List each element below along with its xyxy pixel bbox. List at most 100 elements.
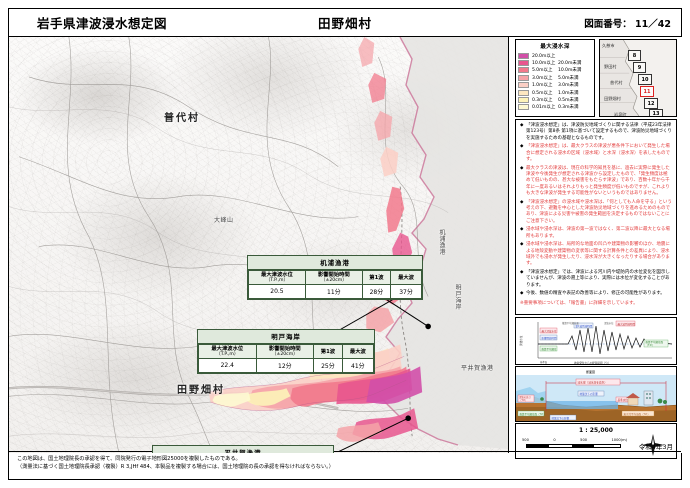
legend-label: 5.0m以上 10.0m未満: [532, 68, 582, 74]
note-text: 「津波浸水想定」は、最大クラスの津波が悪条件下において発生した場合に想定される浸…: [526, 144, 670, 163]
legend-swatch: [518, 74, 529, 81]
index-cell-10[interactable]: 10: [638, 74, 652, 85]
footer-line-1: この地図は、国土地理院長の承認を得て、同院発行の電子地形図25000を複製したも…: [17, 456, 241, 462]
scale-tick: 0: [553, 438, 556, 442]
scale-ratio-label: 1 : 25,000: [579, 427, 613, 434]
legend-swatch: [518, 104, 529, 111]
svg-text:第1波到達時間: 第1波到達時間: [576, 324, 593, 328]
note-item: ◆ 浸水域や浸水深は、津波の第一波ではなく、第二波以降に最大となる場所もあります。: [520, 227, 672, 240]
svg-text:最大波到達時間: 最大波到達時間: [618, 322, 636, 326]
svg-text:地震発生からの経過時間（分）: 地震発生からの経過時間（分）: [574, 361, 610, 365]
scale-tick-labels: 500 0 500 1000(m): [522, 438, 627, 442]
td-max-water-level: 22.4: [198, 358, 257, 374]
footer-line-2: （測量法に基づく国土地理院長承認（複製）R 3,JHf 484、本製品を複製する…: [17, 463, 334, 470]
scale-bar-segment: [571, 445, 594, 447]
callout-leader-lines: [314, 268, 431, 453]
index-cell-9[interactable]: 9: [633, 62, 646, 73]
map-canvas[interactable]: 普代村 田野畑村 大峰山 机浦漁港 明戸海岸 平井賀漁港 机浦漁港 最大津波水: [9, 37, 509, 453]
map-label-omine: 大峰山: [214, 217, 234, 224]
svg-text:推算平均潮位面（T.P.）: 推算平均潮位面（T.P.）: [520, 412, 546, 416]
td-first-wave: 28分: [361, 284, 392, 300]
section-svg: 断面図 浸水域（浸水深を着色） 地盤沈下の影響 基準水位: [516, 367, 676, 421]
legend-label: 20.0m以上: [532, 53, 556, 59]
publication-date: 令和4年3月: [638, 443, 673, 451]
note-item: ◆ 「津波浸水想定」は、津波防災地域づくりに関する法律（平成23年法律第123号）…: [520, 123, 672, 142]
td-max-water-level: 20.5: [248, 284, 306, 300]
td-max-wave: 41分: [341, 358, 375, 374]
note-text: 今後、数値の精査や表記の改善等により、修正の可能性があります。: [526, 291, 665, 297]
svg-text:基準面: 基準面: [540, 360, 548, 364]
table-title: 平井賀漁港: [153, 446, 333, 453]
note-text: 「津波浸水想定」は、津波防災地域づくりに関する法律（平成23年法律第123号）第…: [526, 123, 672, 141]
svg-text:基準水位: 基準水位: [618, 398, 629, 402]
note-item: ◆ 浸水域や浸水深は、局所的な地面の凹凸や建築物の影響のほか、地震による地殻変動や…: [520, 242, 672, 268]
diamond-bullet-icon: ◆: [520, 144, 524, 150]
sheet-header: 岩手県津波浸水想定図 田野畑村 図面番号： 11／42: [9, 9, 681, 37]
legend-swatch: [518, 97, 529, 104]
table-header-row: 最大津波水位 （T.P.,m） 影響開始時間 （±20cm） 第1波 最大波: [198, 343, 375, 360]
th-max-water-level: 最大津波水位 （T.P.,m）: [198, 343, 257, 360]
svg-text:地盤沈下の影響: 地盤沈下の影響: [580, 392, 599, 396]
sheet-title-left: 岩手県津波浸水想定図: [37, 16, 168, 31]
legend-item: 5.0m以上 10.0m未満: [518, 67, 592, 74]
legend-swatch: [518, 82, 529, 89]
index-label-iwaizumi: 岩泉町: [614, 112, 627, 117]
legend-swatch: [518, 89, 529, 96]
cross-section-diagram: 断面図 浸水域（浸水深を着色） 地盤沈下の影響 基準水位: [515, 366, 677, 422]
legend-label: 3.0m以上 5.0m未満: [532, 75, 579, 81]
notes-footer-text: ※重要事項については、「報告書」に詳細を示しています。: [520, 300, 638, 306]
map-label-hiraiga-port: 平井賀漁港: [461, 365, 494, 372]
diamond-bullet-icon: ◆: [520, 227, 524, 233]
th-impact-start-time: 影響開始時間 （±20cm）: [304, 269, 363, 286]
svg-text:津波水位: 津波水位: [604, 321, 614, 325]
sheet-title-municipality: 田野畑村: [317, 16, 372, 31]
diamond-bullet-icon: ◆: [520, 270, 524, 275]
note-text: 浸水域や浸水深は、津波の第一波ではなく、第二波以降に最大となる場所もあります。: [526, 227, 670, 239]
table-header-row: 最大津波水位 （T.P.,m） 影響開始時間 （±20cm） 第1波 最大波: [248, 269, 422, 286]
svg-text:推算平均潮位: 推算平均潮位: [542, 347, 558, 351]
th-first-wave: 第1波: [361, 269, 392, 286]
th-impact-start-time: 影響開始時間 （±20cm）: [255, 343, 315, 360]
legend-item: 0.01m以上 0.3m未満: [518, 104, 592, 111]
td-impact-start-time: 11分: [304, 284, 363, 300]
data-table-tsukueura: 机浦漁港 最大津波水位 （T.P.,m） 影響開始時間 （±20cm） 第1波 最大…: [247, 255, 423, 301]
legend-and-notes-panel: 最大浸水深 20.0m以上 10.0m以上 20.0m未満 5.0m以上 10.0m…: [509, 37, 683, 459]
legend-label: 1.0m以上 3.0m未満: [532, 83, 579, 89]
diamond-bullet-icon: ◆: [520, 123, 524, 128]
svg-text:最大津波水位: 最大津波水位: [542, 329, 558, 333]
table-grid: 最大津波水位 （T.P.,m） 影響開始時間 （±20cm） 第1波 最大波 22.…: [198, 343, 375, 374]
table-title: 明戸海岸: [198, 330, 374, 344]
svg-text:推算平均潮位面: 推算平均潮位面: [562, 321, 579, 325]
svg-text:推算平均潮位面: 推算平均潮位面: [646, 340, 664, 344]
svg-text:津波の高さ: 津波の高さ: [519, 395, 532, 399]
th-first-wave: 第1波: [313, 343, 343, 360]
map-label-fudai: 普代村: [164, 113, 200, 124]
legend-item: 10.0m以上 20.0m未満: [518, 59, 592, 67]
svg-text:地盤沈下の影響: 地盤沈下の影響: [552, 416, 570, 420]
diamond-bullet-icon: ◆: [520, 165, 524, 171]
waveform-svg: 津波水位 地震発生からの経過時間（分） 最大津波水位 影響開始時間 推算平均潮位…: [519, 320, 673, 365]
table-title: 机浦漁港: [248, 256, 422, 270]
table-value-row: 22.4 12分 25分 41分: [198, 358, 375, 374]
scale-bar-segment: [527, 445, 550, 447]
map-label-tanohata: 田野畑村: [177, 385, 225, 396]
diamond-bullet-icon: ◆: [520, 291, 524, 297]
diamond-bullet-icon: ◆: [520, 199, 524, 205]
index-cell-11-current[interactable]: 11: [640, 86, 654, 97]
index-cell-12[interactable]: 12: [644, 98, 658, 109]
note-text: 浸水域や浸水深は、局所的な地面の凹凸や建築物の影響のほか、地震による地殻変動や建…: [526, 242, 670, 267]
legend-title: 最大浸水深: [540, 44, 570, 50]
legend-label: 0.3m以上 0.5m未満: [532, 98, 579, 104]
legend-item: 0.3m以上 0.5m未満: [518, 96, 592, 104]
legend-item: 3.0m以上 5.0m未満: [518, 74, 592, 81]
table-grid: 最大津波水位 （T.P.,m） 影響開始時間 （±20cm） 第1波 最大波 20.…: [248, 269, 422, 300]
sheet-index-map[interactable]: 久慈市 野田村 普代村 田野畑村 岩泉町 8 9 10 11 12 13: [599, 39, 677, 117]
note-text: 「津波浸水想定」では、津波による河川内や堤防内の水位変化を図示していませんが、津…: [526, 270, 670, 288]
index-cell-8[interactable]: 8: [628, 50, 641, 61]
tsunami-waveform-chart: 津波水位 地震発生からの経過時間（分） 最大津波水位 影響開始時間 推算平均潮位…: [515, 317, 677, 365]
index-cell-13[interactable]: 13: [649, 109, 663, 116]
copyright-footer: この地図は、国土地理院長の承認を得て、同院発行の電子地形図25000を複製したも…: [9, 451, 681, 479]
map-sheet-frame: 岩手県津波浸水想定図 田野畑村 図面番号： 11／42: [8, 8, 683, 480]
td-max-wave: 37分: [390, 284, 422, 300]
sheet-number-label: 図面番号： 11／42: [584, 18, 671, 30]
